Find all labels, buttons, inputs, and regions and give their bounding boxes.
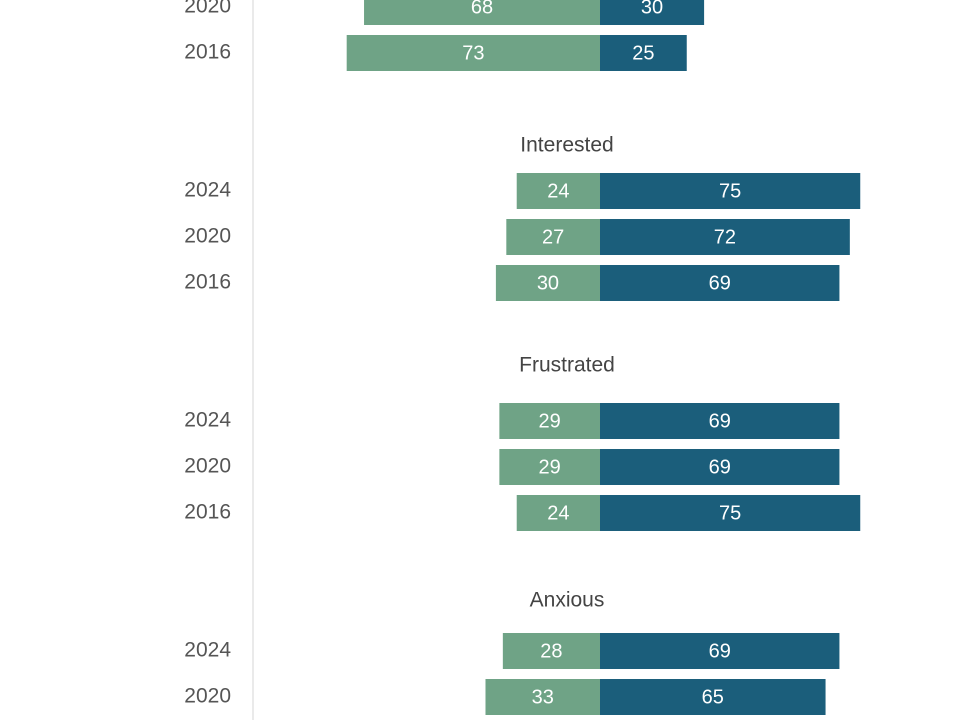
right-value-label: 65 — [702, 686, 724, 708]
right-value-label: 69 — [709, 272, 731, 294]
right-value-label: 75 — [719, 502, 741, 524]
left-bar — [499, 403, 600, 439]
year-label: 2020 — [184, 0, 231, 18]
left-bar — [499, 449, 600, 485]
right-value-label: 30 — [641, 0, 663, 18]
right-value-label: 72 — [714, 226, 736, 248]
year-label: 2024 — [184, 409, 231, 432]
group-label: Anxious — [530, 589, 605, 612]
right-bar — [600, 0, 705, 25]
year-label: 2024 — [184, 179, 231, 202]
year-label: 2020 — [184, 685, 231, 708]
left-bar — [485, 679, 600, 715]
left-bar — [516, 173, 600, 209]
right-bar — [600, 679, 826, 715]
year-label: 2016 — [184, 271, 231, 294]
right-bar — [600, 173, 861, 209]
year-label: 2016 — [184, 41, 231, 64]
right-bar — [600, 403, 840, 439]
left-value-label: 24 — [547, 502, 569, 524]
left-bar — [346, 35, 600, 71]
right-value-label: 69 — [709, 640, 731, 662]
year-label: 2016 — [184, 501, 231, 524]
left-bar — [506, 219, 600, 255]
right-value-label: 25 — [632, 42, 654, 64]
left-bar — [364, 0, 600, 25]
year-label: 2024 — [184, 639, 231, 662]
year-label: 2020 — [184, 225, 231, 248]
left-bar — [516, 495, 600, 531]
right-bar — [600, 35, 687, 71]
group-label: Frustrated — [519, 354, 615, 377]
left-value-label: 29 — [539, 456, 561, 478]
left-value-label: 27 — [542, 226, 564, 248]
right-bar — [600, 219, 850, 255]
left-value-label: 68 — [471, 0, 493, 18]
year-label: 2020 — [184, 455, 231, 478]
left-value-label: 29 — [539, 410, 561, 432]
left-value-label: 33 — [532, 686, 554, 708]
right-bar — [600, 633, 840, 669]
left-value-label: 24 — [547, 180, 569, 202]
left-value-label: 28 — [540, 640, 562, 662]
right-bar — [600, 449, 840, 485]
right-value-label: 75 — [719, 180, 741, 202]
left-bar — [495, 265, 600, 301]
left-value-label: 30 — [537, 272, 559, 294]
right-bar — [600, 265, 840, 301]
right-bar — [600, 495, 861, 531]
right-value-label: 69 — [709, 410, 731, 432]
group-label: Interested — [520, 134, 613, 157]
right-value-label: 69 — [709, 456, 731, 478]
left-bar — [502, 633, 600, 669]
left-value-label: 73 — [462, 42, 484, 64]
